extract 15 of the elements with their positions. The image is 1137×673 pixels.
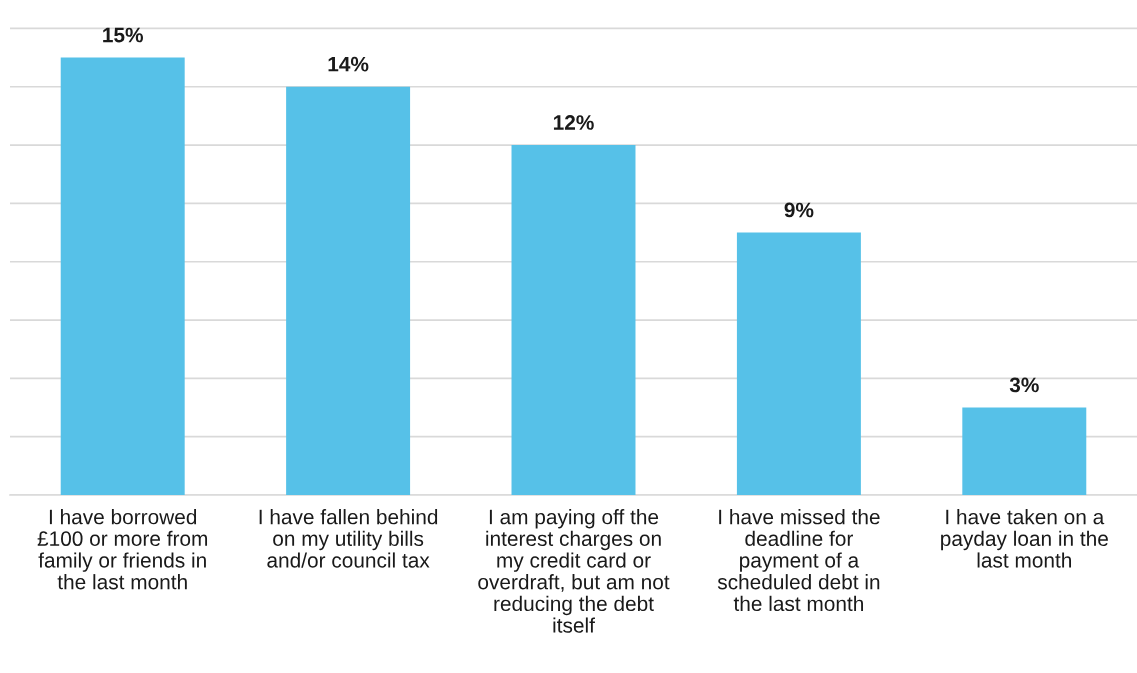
data-label: 15%: [103, 27, 143, 43]
bar: [286, 86, 411, 495]
x-tick-label: I have fallen behind on my utility bills and/or council tax: [259, 509, 438, 568]
x-tick-label: I am paying off the interest charges on my credit card or overdraft, but am not reducing the debt itself: [478, 509, 670, 633]
x-tick-label: I have missed the deadline for payment of a scheduled debt in the last month: [717, 509, 880, 612]
data-label: 9%: [784, 202, 814, 218]
x-tick-label: I have taken on a payday loan in the last month: [941, 509, 1108, 568]
data-label: 3%: [1009, 377, 1039, 393]
bar: [736, 232, 861, 495]
bar: [962, 407, 1087, 495]
data-label: 14%: [328, 56, 369, 72]
bar: [60, 57, 185, 495]
data-label: 12%: [553, 115, 594, 130]
bar: [511, 145, 636, 495]
x-tick-label: I have borrowed £100 or more from family or friends in the last month: [37, 509, 208, 590]
